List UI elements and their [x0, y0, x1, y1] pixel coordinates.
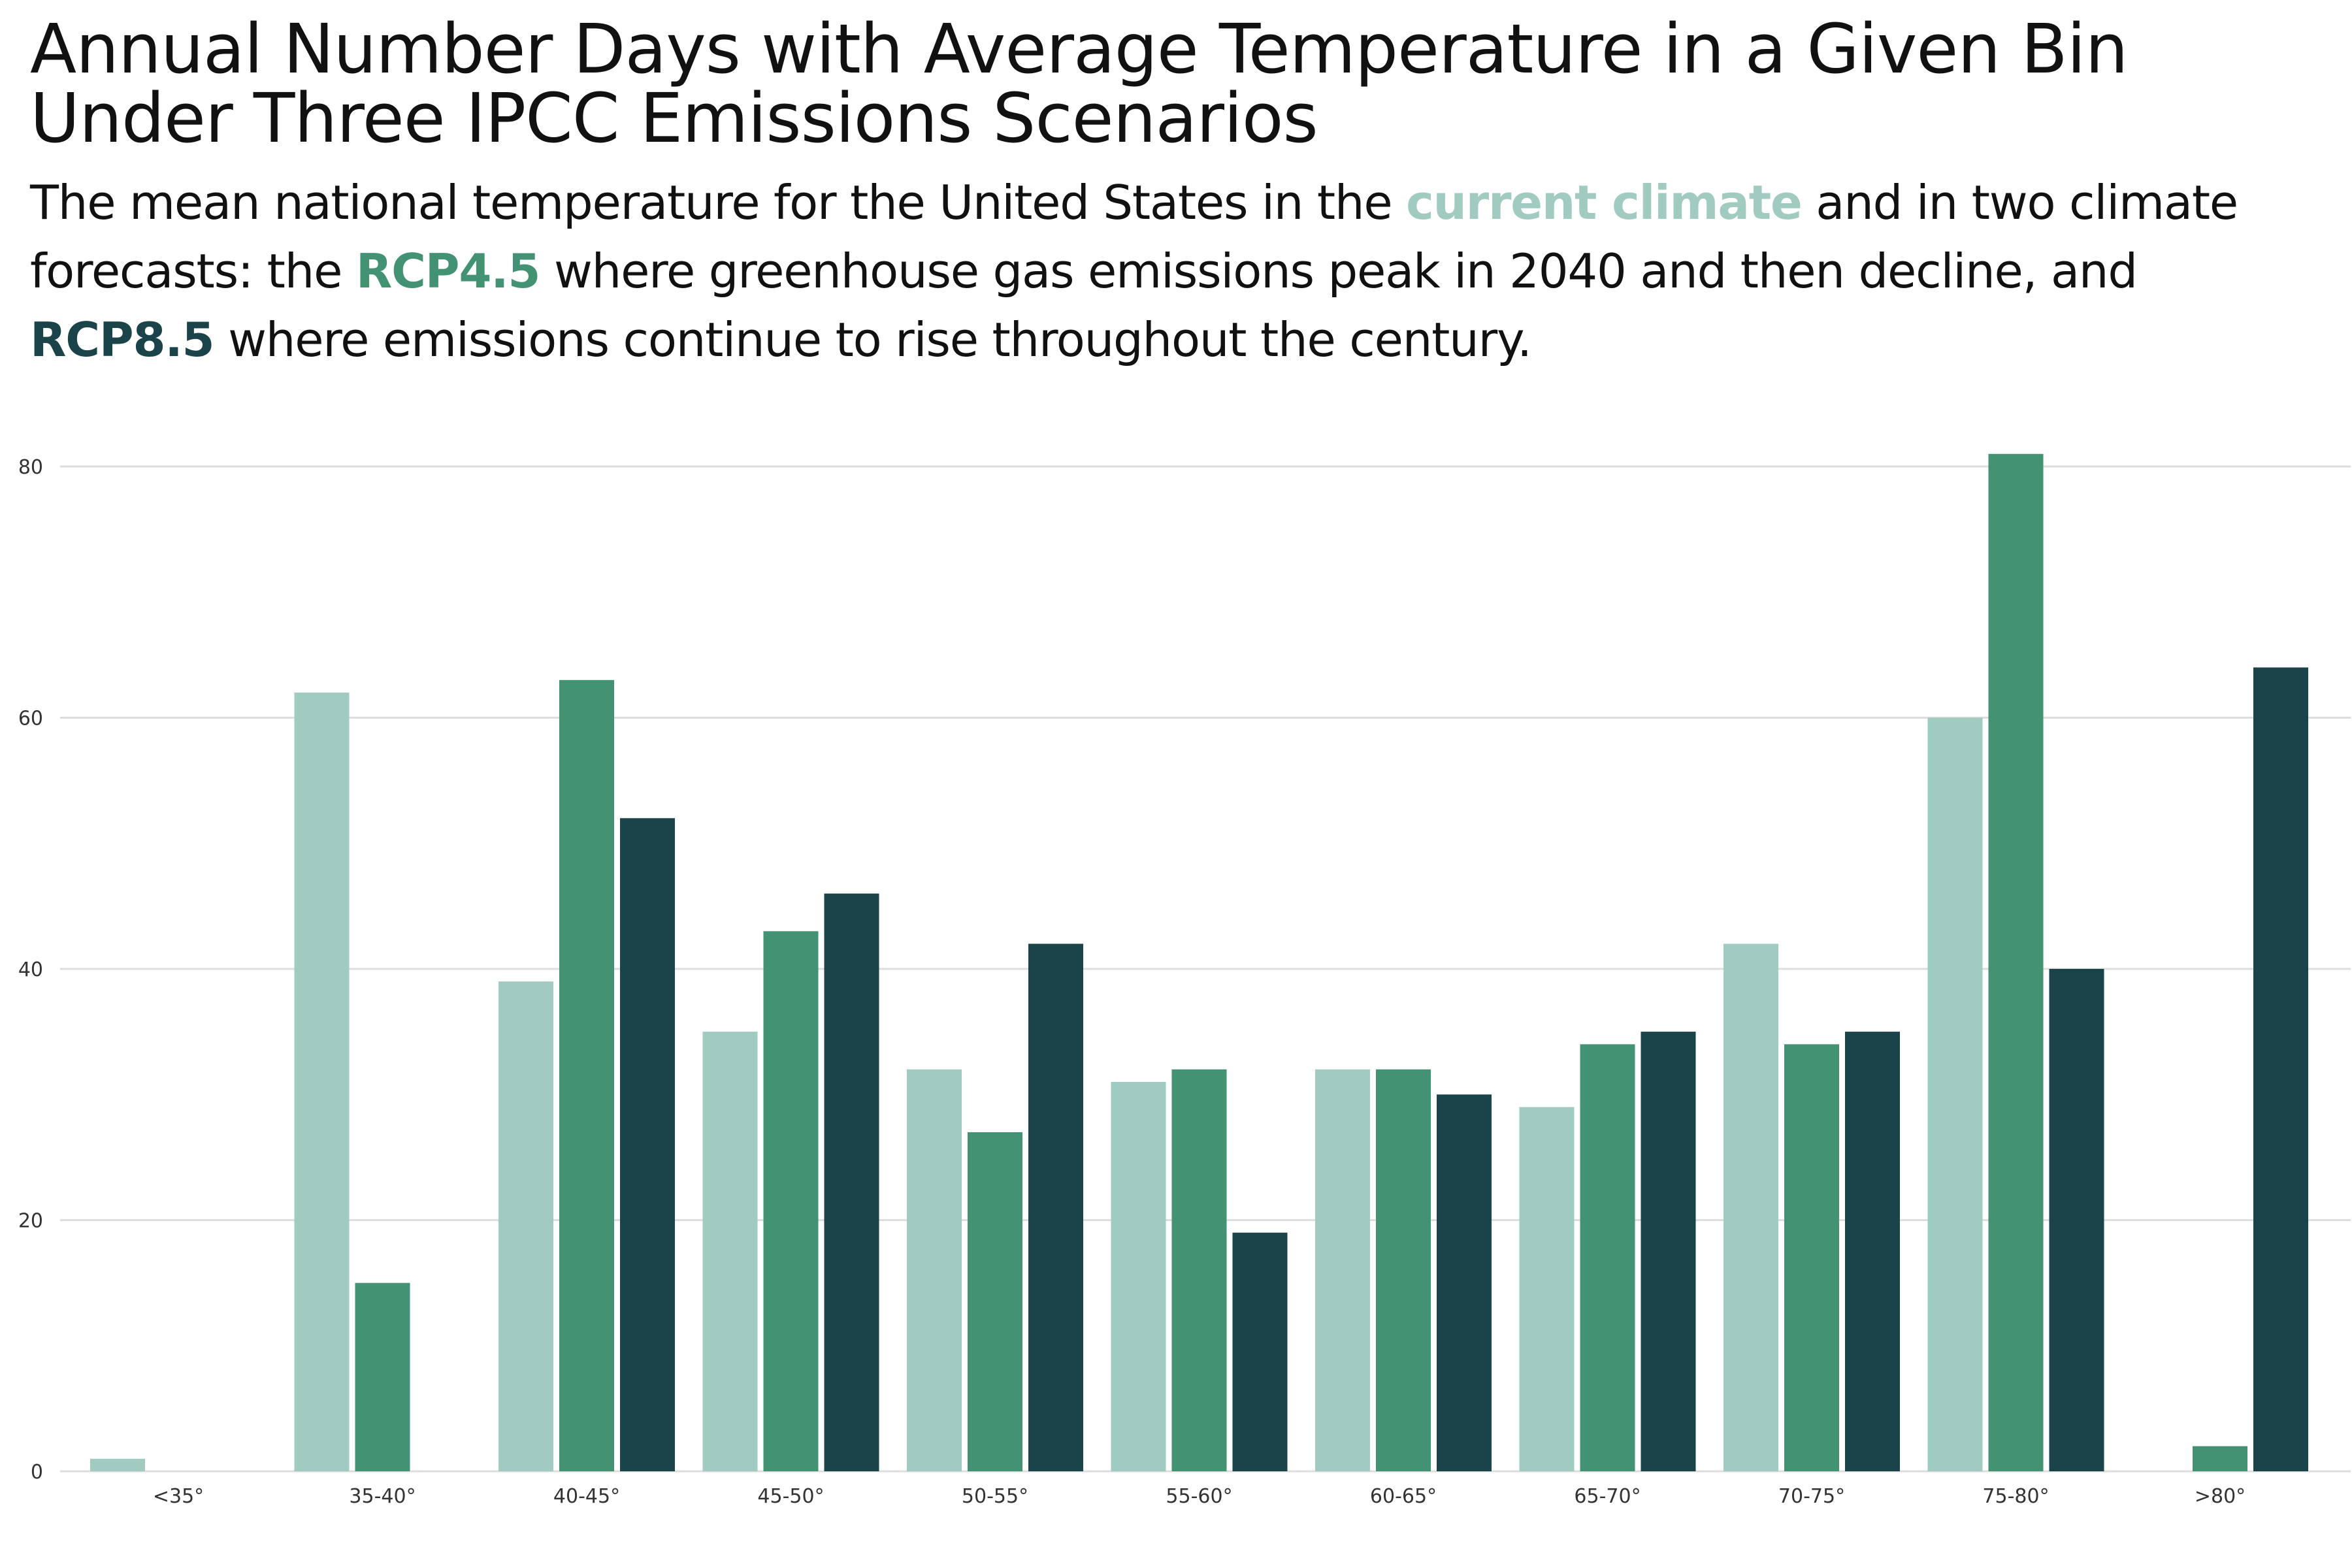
bar-current-climate-2 — [498, 981, 553, 1471]
rcp85-label: RCP8.5 — [30, 312, 215, 367]
x-tick-label: 60-65° — [1370, 1485, 1437, 1508]
x-tick-label: 55-60° — [1166, 1485, 1232, 1508]
bar-rcp8-5-10 — [2253, 667, 2308, 1471]
bar-rcp4-5-6 — [1376, 1069, 1431, 1471]
x-axis: <35° 35-40° 40-45° 45-50° 50-55° 55-60° 60-65°… — [153, 1485, 2246, 1508]
title-line-1: Annual Number Days with Average Temperat… — [30, 9, 2128, 89]
x-tick-label: 70-75° — [1778, 1485, 1845, 1508]
y-tick-label: 0 — [31, 1461, 43, 1484]
bar-rcp8-5-5 — [1232, 1232, 1288, 1471]
bars — [90, 453, 2308, 1471]
bar-rcp8-5-6 — [1437, 1094, 1492, 1471]
y-tick-label: 80 — [18, 456, 43, 479]
bar-rcp8-5-9 — [2049, 969, 2104, 1471]
bar-rcp4-5-3 — [763, 931, 819, 1471]
bar-current-climate-3 — [702, 1032, 758, 1471]
bar-current-climate-9 — [1927, 717, 1983, 1471]
bar-rcp4-5-1 — [355, 1282, 410, 1471]
subtitle-text-4: where emissions continue to rise through… — [214, 312, 1532, 367]
bar-rcp4-5-10 — [2193, 1446, 2247, 1471]
bar-current-climate-0 — [90, 1458, 145, 1471]
x-tick-label: 40-45° — [553, 1485, 620, 1508]
bar-rcp8-5-3 — [824, 893, 879, 1471]
bar-current-climate-4 — [907, 1069, 962, 1471]
x-tick-label: 65-70° — [1574, 1485, 1641, 1508]
y-tick-label: 20 — [18, 1210, 43, 1233]
x-tick-label: 75-80° — [1982, 1485, 2049, 1508]
subtitle-text-3: where greenhouse gas emissions peak in 2… — [540, 244, 2138, 299]
bar-rcp8-5-4 — [1028, 943, 1083, 1471]
x-tick-label: <35° — [153, 1485, 204, 1508]
bar-current-climate-8 — [1723, 943, 1778, 1471]
bar-current-climate-5 — [1111, 1082, 1166, 1471]
bar-rcp4-5-8 — [1784, 1044, 1839, 1471]
bar-rcp4-5-5 — [1171, 1069, 1227, 1471]
bar-current-climate-7 — [1519, 1107, 1575, 1471]
subtitle-text-1: The mean national temperature for the Un… — [30, 175, 1407, 230]
y-axis: 0 20 40 60 80 — [18, 456, 43, 1484]
chart-title: Annual Number Days with Average Temperat… — [30, 14, 2317, 153]
current-climate-label: current climate — [1406, 175, 1803, 230]
y-tick-label: 60 — [18, 708, 43, 730]
bar-rcp4-5-7 — [1580, 1044, 1635, 1471]
bar-rcp8-5-2 — [620, 818, 675, 1471]
y-tick-label: 40 — [18, 958, 43, 981]
bar-rcp4-5-9 — [1988, 453, 2044, 1471]
bar-rcp4-5-2 — [559, 679, 614, 1471]
x-tick-label: 35-40° — [349, 1485, 416, 1508]
x-tick-label: 45-50° — [757, 1485, 824, 1508]
x-tick-label: 50-55° — [962, 1485, 1028, 1508]
rcp45-label: RCP4.5 — [355, 244, 541, 299]
bar-rcp8-5-7 — [1641, 1032, 1696, 1471]
x-tick-label: >80° — [2195, 1485, 2246, 1508]
bar-rcp8-5-8 — [1845, 1032, 1900, 1471]
bar-current-climate-6 — [1315, 1069, 1370, 1471]
title-line-2: Under Three IPCC Emissions Scenarios — [30, 78, 1318, 158]
bar-rcp4-5-4 — [968, 1132, 1022, 1471]
subtitle-text-2: and in two climate forecasts: the — [30, 175, 2238, 299]
chart-subtitle: The mean national temperature for the Un… — [30, 169, 2317, 374]
bar-current-climate-1 — [294, 693, 350, 1471]
